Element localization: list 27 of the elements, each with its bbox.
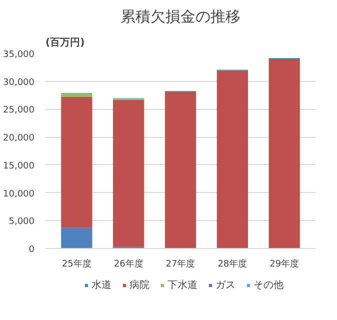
- x-tick-label: 26年度: [114, 258, 144, 270]
- y-tick-label: 30,000: [3, 78, 35, 88]
- y-tick-label: 15,000: [3, 161, 35, 172]
- y-tick-label: 0: [28, 245, 35, 255]
- bar: [61, 228, 92, 248]
- legend-label: その他: [254, 279, 284, 292]
- y-tick-label: 10,000: [3, 189, 35, 200]
- chart-title: 累積欠損金の推移: [120, 8, 240, 26]
- x-tick-label: 25年度: [62, 258, 92, 270]
- y-tick-label: 20,000: [3, 134, 35, 144]
- y-tick-label: 35,000: [3, 50, 35, 60]
- bar: [113, 100, 144, 247]
- bar: [268, 58, 300, 248]
- legend-label: 病院: [130, 278, 150, 292]
- x-tick-label: 29年度: [270, 258, 300, 270]
- x-tick-label: 27年度: [166, 258, 196, 270]
- y-tick-label: 5,000: [8, 217, 35, 228]
- y-axis-title: (百万円): [46, 38, 85, 48]
- bar: [61, 94, 92, 97]
- legend-label: 下水道: [168, 278, 198, 292]
- y-tick-label: 25,000: [3, 106, 35, 116]
- legend-label: 水道: [92, 278, 112, 292]
- legend-label: ガス: [216, 279, 236, 292]
- bar: [164, 91, 196, 248]
- bar: [61, 96, 92, 228]
- bar: [216, 70, 248, 248]
- x-tick-label: 28年度: [218, 258, 248, 270]
